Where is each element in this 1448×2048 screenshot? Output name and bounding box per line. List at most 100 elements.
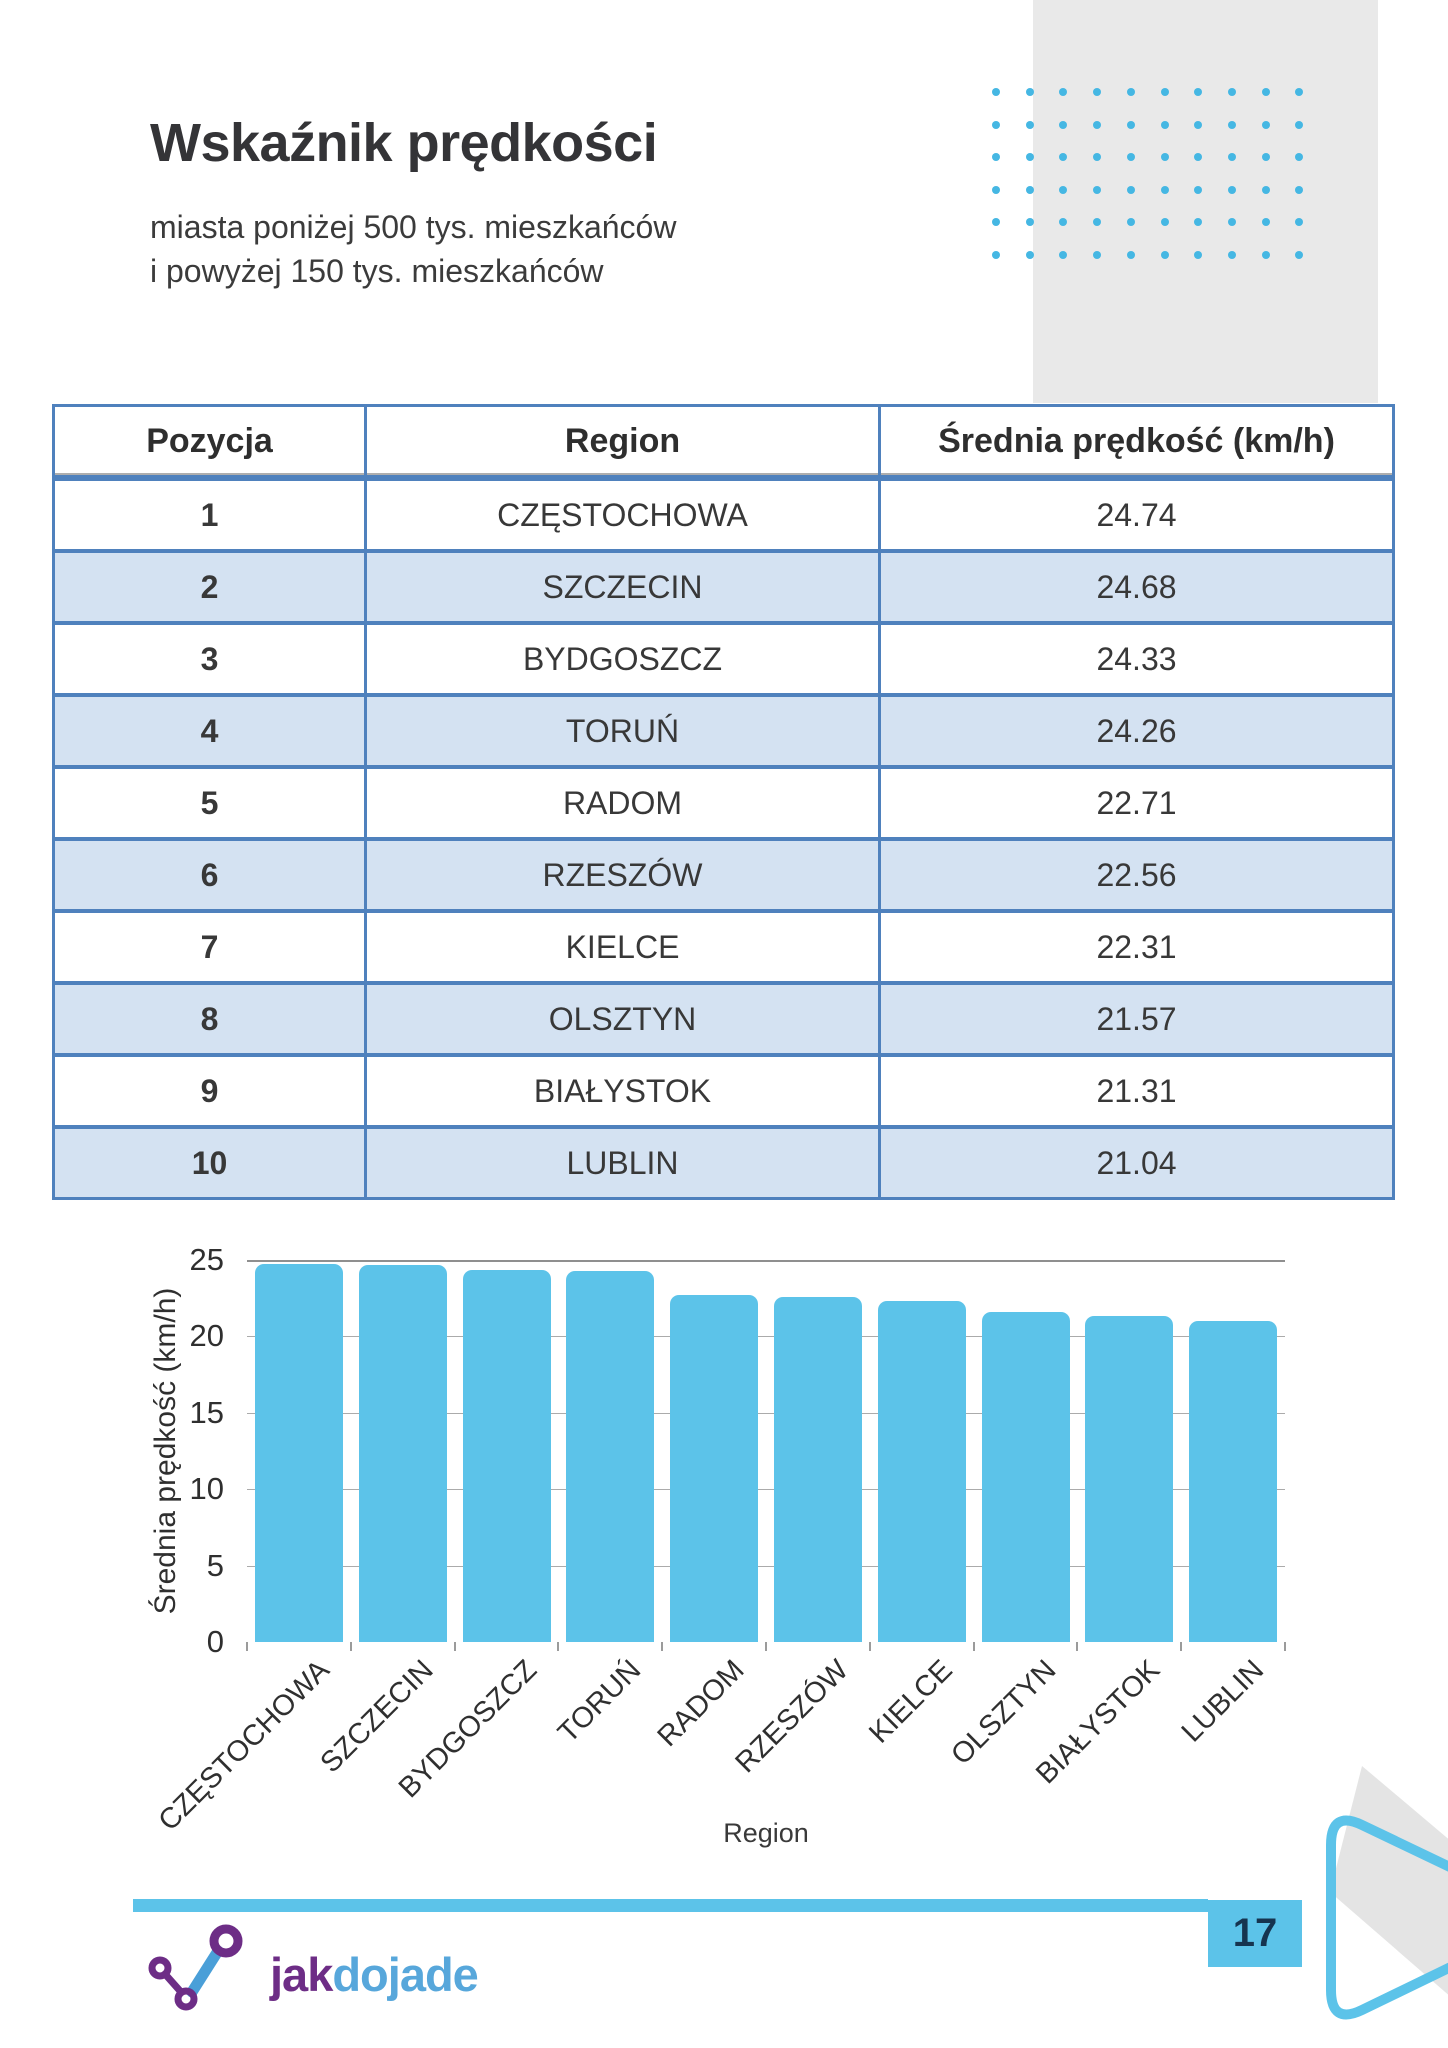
cell-position: 7: [53, 909, 366, 983]
decor-dot: [1194, 153, 1203, 162]
cell-position: 5: [53, 765, 366, 839]
page-number-badge: 17: [1208, 1900, 1302, 1967]
x-axis-tick: [661, 1642, 664, 1651]
footer-accent-bar: [133, 1899, 1208, 1912]
y-tick-label: 0: [206, 1624, 224, 1659]
ranking-table: Pozycja Region Średnia prędkość (km/h) 1…: [52, 404, 1395, 1200]
cell-speed: 21.31: [878, 1053, 1394, 1127]
decor-dot: [1059, 218, 1068, 227]
decor-dots-grid: [992, 88, 1307, 260]
gridline-5: [247, 1565, 1285, 1567]
cell-position: 2: [53, 549, 366, 623]
decor-dot: [1059, 185, 1068, 194]
cell-speed: 21.04: [878, 1125, 1394, 1199]
y-tick-label: 20: [189, 1318, 224, 1354]
decor-dot: [992, 185, 1000, 194]
decor-dot: [1025, 185, 1034, 194]
logo-wordmark: jakdojade: [270, 1947, 479, 2002]
decor-dot: [1295, 153, 1304, 162]
decor-gray-rect: [1033, 0, 1378, 403]
decor-dot: [1194, 88, 1203, 96]
x-tick-label: CZĘSTOCHOWA: [152, 1654, 336, 1838]
gridline-10: [247, 1489, 1285, 1491]
decor-dot: [1194, 185, 1203, 194]
x-axis-tick: [972, 1642, 975, 1651]
bar-RZESZÓW: [773, 1297, 862, 1642]
decor-dot: [1261, 120, 1270, 129]
table-row: 8 OLSZTYN 21.57: [53, 981, 1394, 1055]
decor-dot: [992, 88, 1000, 96]
decor-dot: [1160, 218, 1169, 227]
y-tick-label: 5: [206, 1547, 224, 1583]
route-icon: [148, 1922, 258, 2027]
x-axis-tick: [246, 1642, 248, 1651]
decor-dot: [1295, 185, 1304, 194]
decor-dot: [1261, 251, 1270, 259]
x-axis-tick: [765, 1642, 767, 1651]
jakdojade-logo: jakdojade: [148, 1922, 479, 2027]
bar-KIELCE: [877, 1301, 966, 1642]
decor-dot: [1295, 251, 1304, 259]
y-tick-label: 15: [189, 1394, 224, 1430]
decor-dot: [1059, 251, 1068, 259]
x-axis-tick: [1284, 1642, 1286, 1651]
page-subtitle-line1: miasta poniżej 500 tys. mieszkańców: [150, 209, 677, 245]
gridline-20: [247, 1336, 1285, 1338]
decor-dot: [1295, 88, 1304, 96]
bar-SZCZECIN: [358, 1264, 447, 1642]
decor-dot: [1126, 120, 1135, 129]
decor-dot: [1261, 88, 1270, 96]
decor-dot: [1025, 153, 1034, 162]
decor-dot: [1126, 153, 1135, 162]
decor-triangle-outline: [1326, 1815, 1448, 2020]
page-subtitle: miasta poniżej 500 tys. mieszkańców i po…: [150, 205, 676, 293]
decor-dot: [1093, 153, 1102, 162]
cell-region: BYDGOSZCZ: [364, 621, 880, 695]
cell-speed: 21.57: [878, 981, 1394, 1055]
x-tick-label: RADOM: [651, 1654, 751, 1753]
table-row: 5 RADOM 22.71: [53, 765, 1394, 839]
bar-LUBLIN: [1189, 1320, 1278, 1642]
decor-dot: [1194, 120, 1203, 129]
page-subtitle-line2: i powyżej 150 tys. mieszkańców: [150, 253, 604, 289]
gridline-25: [247, 1260, 1285, 1262]
decor-dot: [1295, 120, 1304, 129]
cell-region: CZĘSTOCHOWA: [364, 478, 880, 551]
decor-dot: [1227, 120, 1236, 129]
decor-dot: [1227, 185, 1236, 194]
decor-dot: [1261, 218, 1270, 227]
decor-dot: [1160, 185, 1169, 194]
cell-region: TORUŃ: [364, 693, 880, 767]
decor-dot: [1126, 251, 1135, 259]
cell-speed: 22.31: [878, 909, 1394, 983]
logo-text-jak: jak: [270, 1948, 333, 2001]
x-axis-tick: [1076, 1642, 1079, 1651]
decor-dot: [1093, 185, 1102, 194]
bar-RADOM: [670, 1295, 759, 1642]
decor-dot: [1126, 218, 1135, 227]
decor-dot: [1194, 251, 1203, 259]
decor-dot: [992, 218, 1000, 227]
decor-dot: [1227, 153, 1236, 162]
decor-dot: [1126, 185, 1135, 194]
decor-dot: [992, 153, 1000, 162]
x-tick-label: LUBLIN: [1175, 1654, 1270, 1749]
bar-chart: Średnia prędkość (km/h) Region 0 5 10 15 20 2…: [0, 1240, 1448, 1920]
decor-dot: [1025, 218, 1034, 227]
table-row: 6 RZESZÓW 22.56: [53, 837, 1394, 911]
cell-position: 3: [53, 621, 366, 695]
decor-dot: [1025, 251, 1034, 259]
decor-dot: [1093, 120, 1102, 129]
cell-region: RZESZÓW: [364, 837, 880, 911]
decor-dot: [992, 120, 1000, 129]
cell-speed: 24.26: [878, 693, 1394, 767]
cell-region: RADOM: [364, 765, 880, 839]
x-axis-tick: [453, 1642, 456, 1651]
decor-dot: [1093, 218, 1102, 227]
cell-region: BIAŁYSTOK: [364, 1053, 880, 1127]
table-row: 10 LUBLIN 21.04: [53, 1125, 1394, 1199]
decor-dot: [1261, 153, 1270, 162]
table-row: 7 KIELCE 22.31: [53, 909, 1394, 983]
decor-dot: [992, 251, 1000, 259]
decor-dot: [1093, 251, 1102, 259]
